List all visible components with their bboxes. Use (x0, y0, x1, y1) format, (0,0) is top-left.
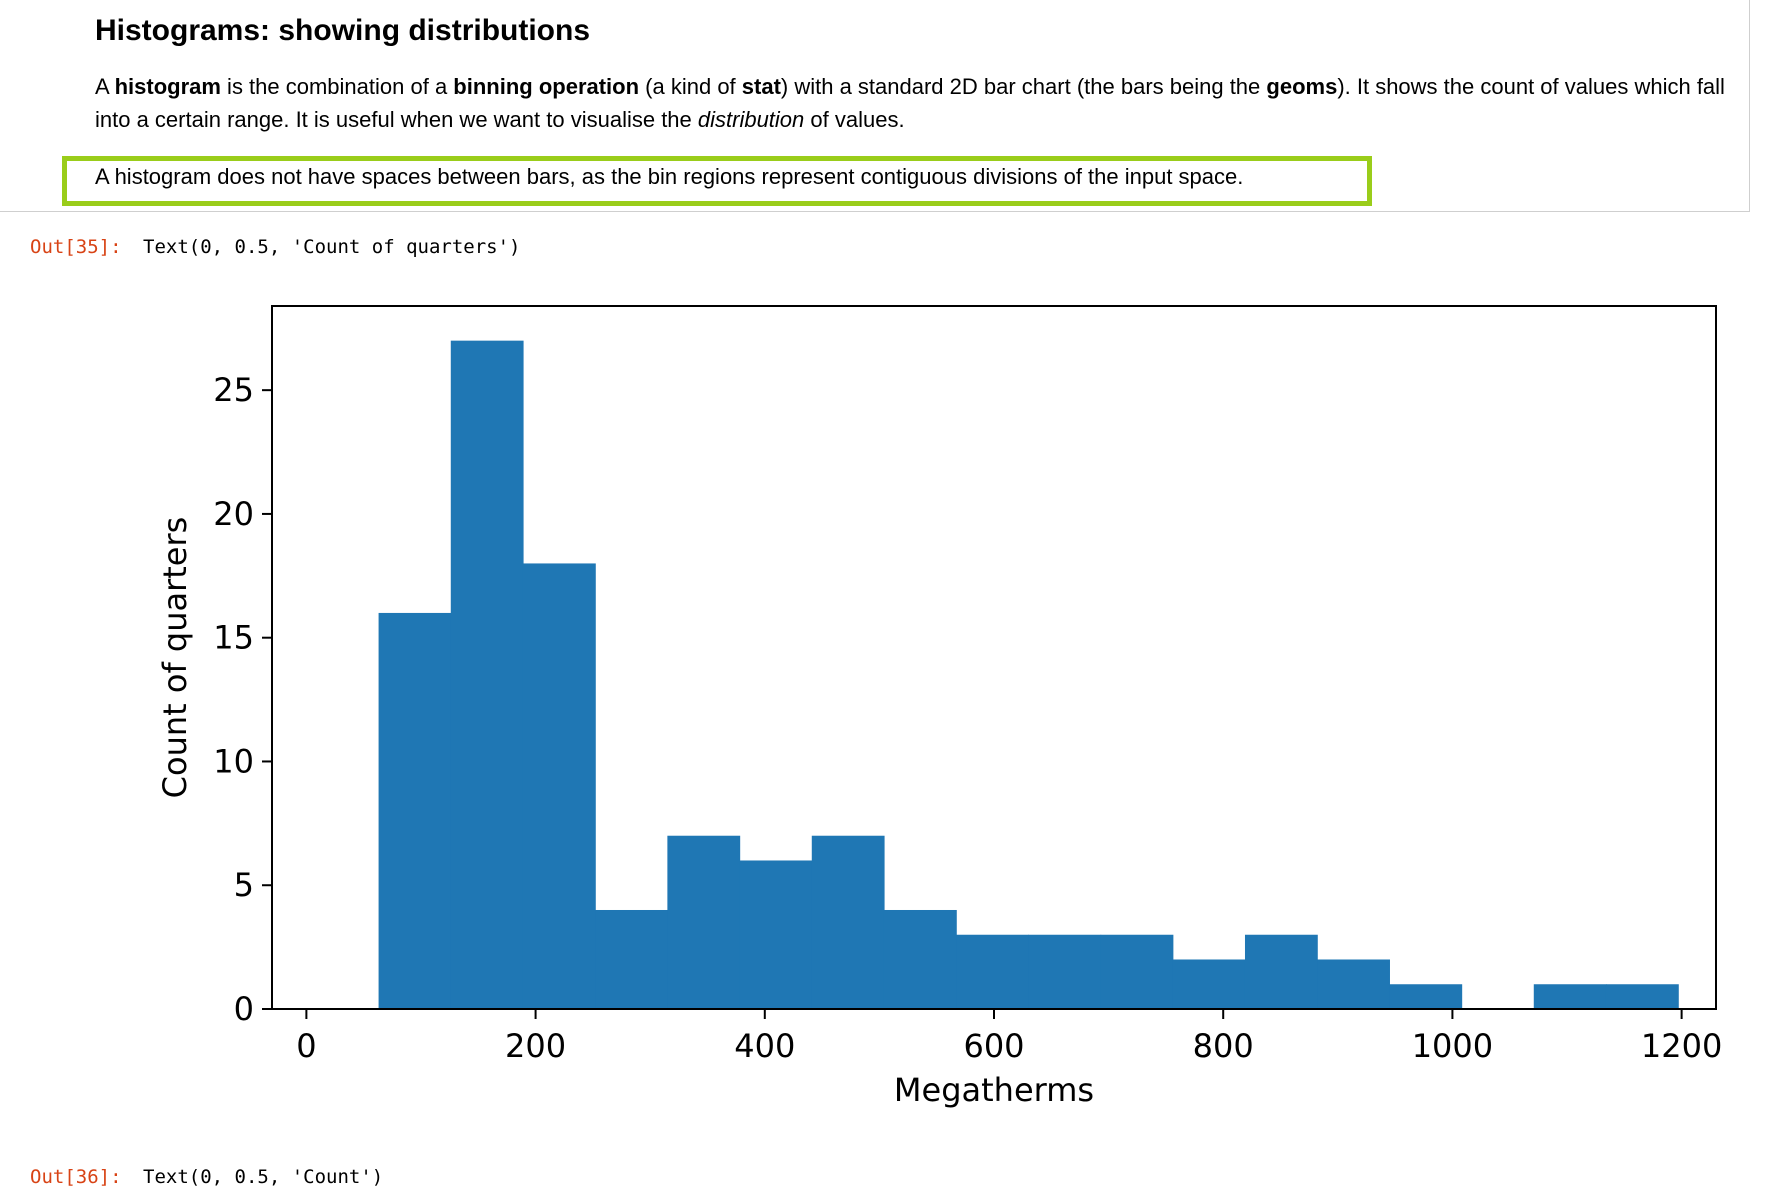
section-heading: Histograms: showing distributions (95, 14, 591, 47)
para-bold-histogram: histogram (114, 74, 221, 99)
histogram-bar (522, 563, 596, 1009)
para-text: is the combination of a (220, 74, 454, 99)
x-tick-label: 1000 (1412, 1027, 1493, 1065)
y-tick-label: 5 (234, 866, 254, 904)
histogram-bar (1605, 984, 1679, 1009)
histogram-bar (667, 835, 741, 1009)
x-axis-label: Megatherms (894, 1071, 1094, 1109)
histogram-bar (1317, 959, 1390, 1009)
para-text: ) with a standard 2D bar chart (the bars… (780, 74, 1267, 99)
markdown-cell[interactable]: Histograms: showing distributions A hist… (0, 0, 1750, 212)
y-tick-label: 20 (213, 495, 254, 533)
output-text-next: Text(0, 0.5, 'Count') (143, 1166, 384, 1188)
para-bold-binning: binning operation (453, 74, 640, 99)
x-tick-label: 200 (505, 1027, 566, 1065)
histogram-bar (378, 612, 452, 1009)
y-tick-label: 25 (213, 371, 254, 409)
histogram-bar (956, 934, 1029, 1009)
output-prompt-next: Out[36]: (30, 1166, 122, 1188)
note-paragraph: A histogram does not have spaces between… (95, 164, 1244, 189)
highlight-box (62, 156, 1372, 206)
y-tick-label: 0 (234, 990, 254, 1028)
histogram-bar (1172, 959, 1246, 1009)
histogram-bar (1389, 984, 1463, 1009)
histogram-bar (1244, 934, 1318, 1009)
x-tick-label: 800 (1193, 1027, 1254, 1065)
histogram-bar (883, 909, 957, 1009)
para-text: A (95, 74, 115, 99)
intro-paragraph: A histogram is the combination of a binn… (95, 70, 1735, 136)
y-axis-label: Count of quarters (156, 517, 194, 799)
histogram-bar (1533, 984, 1607, 1009)
histogram-bar (450, 340, 524, 1009)
histogram-bar (595, 909, 668, 1009)
histogram-bar (739, 860, 813, 1009)
para-text: ). It shows the count of values which fa… (95, 74, 1725, 132)
x-tick-label: 1200 (1641, 1027, 1722, 1065)
output-text: Text(0, 0.5, 'Count of quarters') (143, 236, 521, 258)
para-bold-geoms: geoms (1266, 74, 1338, 99)
para-bold-stat: stat (741, 74, 781, 99)
para-text: (a kind of (639, 74, 742, 99)
histogram-bar (1100, 934, 1174, 1009)
x-tick-label: 0 (296, 1027, 316, 1065)
para-text: of values. (804, 107, 905, 132)
histogram-bar (1028, 934, 1102, 1009)
x-tick-label: 400 (734, 1027, 795, 1065)
y-tick-label: 10 (213, 742, 254, 780)
para-italic-distribution: distribution (697, 107, 805, 132)
output-prompt: Out[35]: (30, 236, 122, 258)
x-tick-label: 600 (963, 1027, 1024, 1065)
histogram-bar (811, 835, 885, 1009)
y-tick-label: 15 (213, 619, 254, 657)
